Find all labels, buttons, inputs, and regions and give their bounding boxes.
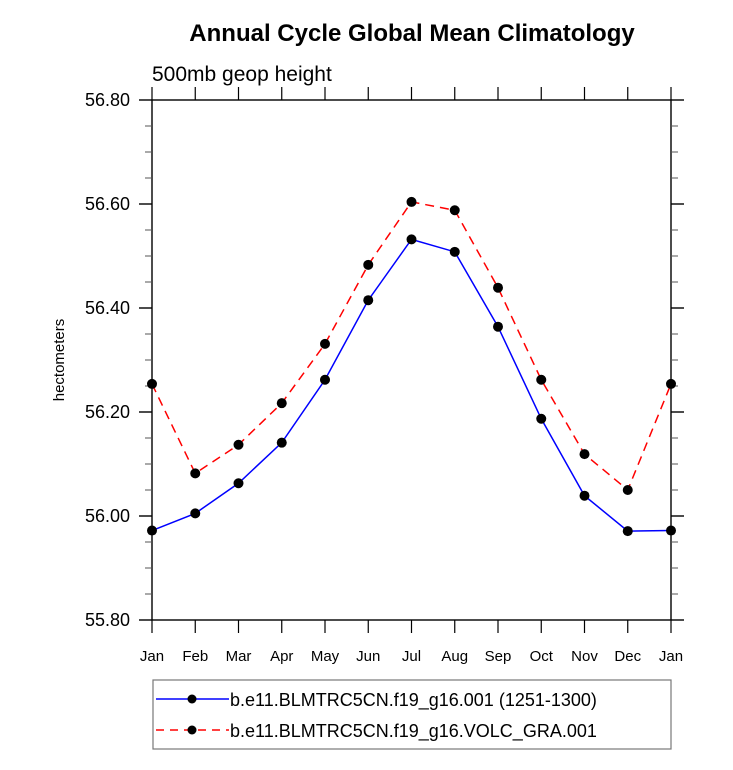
legend-label-1: b.e11.BLMTRC5CN.f19_g16.VOLC_GRA.001: [230, 721, 597, 742]
x-tick-label: Jun: [356, 648, 380, 665]
y-tick-label: 56.80: [85, 90, 130, 110]
legend-box: [152, 679, 672, 750]
series-1-marker: [190, 468, 201, 479]
x-tick-label: Mar: [226, 648, 252, 665]
legend-marker-0: [187, 694, 197, 704]
x-tick-label: Nov: [571, 648, 598, 665]
y-tick-label: 55.80: [85, 610, 130, 630]
series-1-marker: [233, 439, 244, 450]
series-1-marker: [363, 259, 374, 270]
series-1-marker: [276, 398, 287, 409]
series-line-0: [151, 238, 672, 532]
x-tick-label: Feb: [182, 648, 208, 665]
series-0-marker: [233, 478, 244, 489]
legend: b.e11.BLMTRC5CN.f19_g16.001 (1251-1300) b…: [152, 679, 672, 750]
y-tick-label: 56.20: [85, 402, 130, 422]
y-tick-label: 56.00: [85, 506, 130, 526]
series-0-marker: [579, 490, 590, 501]
series-1-marker: [622, 485, 633, 495]
series-1-marker: [320, 338, 330, 349]
series-0-marker: [449, 246, 460, 257]
x-tick-label: Oct: [530, 648, 554, 665]
series-1-marker: [406, 196, 417, 207]
axes: 55.80 56.00 56.20 56.40 56.60 56.80 Jan Feb Mar A…: [85, 87, 684, 665]
plot-frame: [151, 99, 672, 621]
series-layer: [147, 196, 676, 537]
series-0-marker: [276, 437, 287, 448]
series-1-marker: [449, 205, 460, 216]
y-tick-label: 56.60: [85, 194, 130, 214]
series-0-marker: [666, 525, 676, 536]
x-tick-label: May: [311, 648, 340, 665]
legend-label-0: b.e11.BLMTRC5CN.f19_g16.001 (1251-1300): [230, 690, 597, 711]
series-1-marker: [579, 449, 590, 460]
x-tick-label: Aug: [441, 648, 468, 665]
series-1-marker: [536, 374, 547, 385]
series-line-1: [151, 201, 672, 492]
series-0-marker: [622, 526, 633, 537]
y-axis-label: hectometers: [51, 319, 68, 402]
series-1-marker: [666, 378, 676, 389]
series-0-marker: [536, 413, 547, 424]
x-tick-label: Jan: [140, 648, 164, 665]
x-tick-label: Jul: [402, 648, 421, 665]
x-tick-label: Jan: [659, 648, 683, 665]
series-0-marker: [320, 374, 330, 385]
series-1-marker: [493, 282, 503, 293]
x-tick-label: Sep: [485, 648, 512, 665]
series-0-marker: [406, 234, 417, 245]
x-tick-label: Apr: [270, 648, 293, 665]
series-0-marker: [363, 295, 374, 306]
series-0-marker: [493, 321, 503, 332]
y-tick-label: 56.40: [85, 298, 130, 318]
series-1-marker: [147, 378, 157, 389]
chart-title: Annual Cycle Global Mean Climatology: [189, 20, 635, 47]
x-tick-label: Dec: [614, 648, 641, 665]
series-0-marker: [190, 508, 201, 519]
series-0-marker: [147, 525, 157, 536]
chart-subtitle: 500mb geop height: [152, 63, 332, 86]
legend-marker-1: [187, 725, 197, 735]
